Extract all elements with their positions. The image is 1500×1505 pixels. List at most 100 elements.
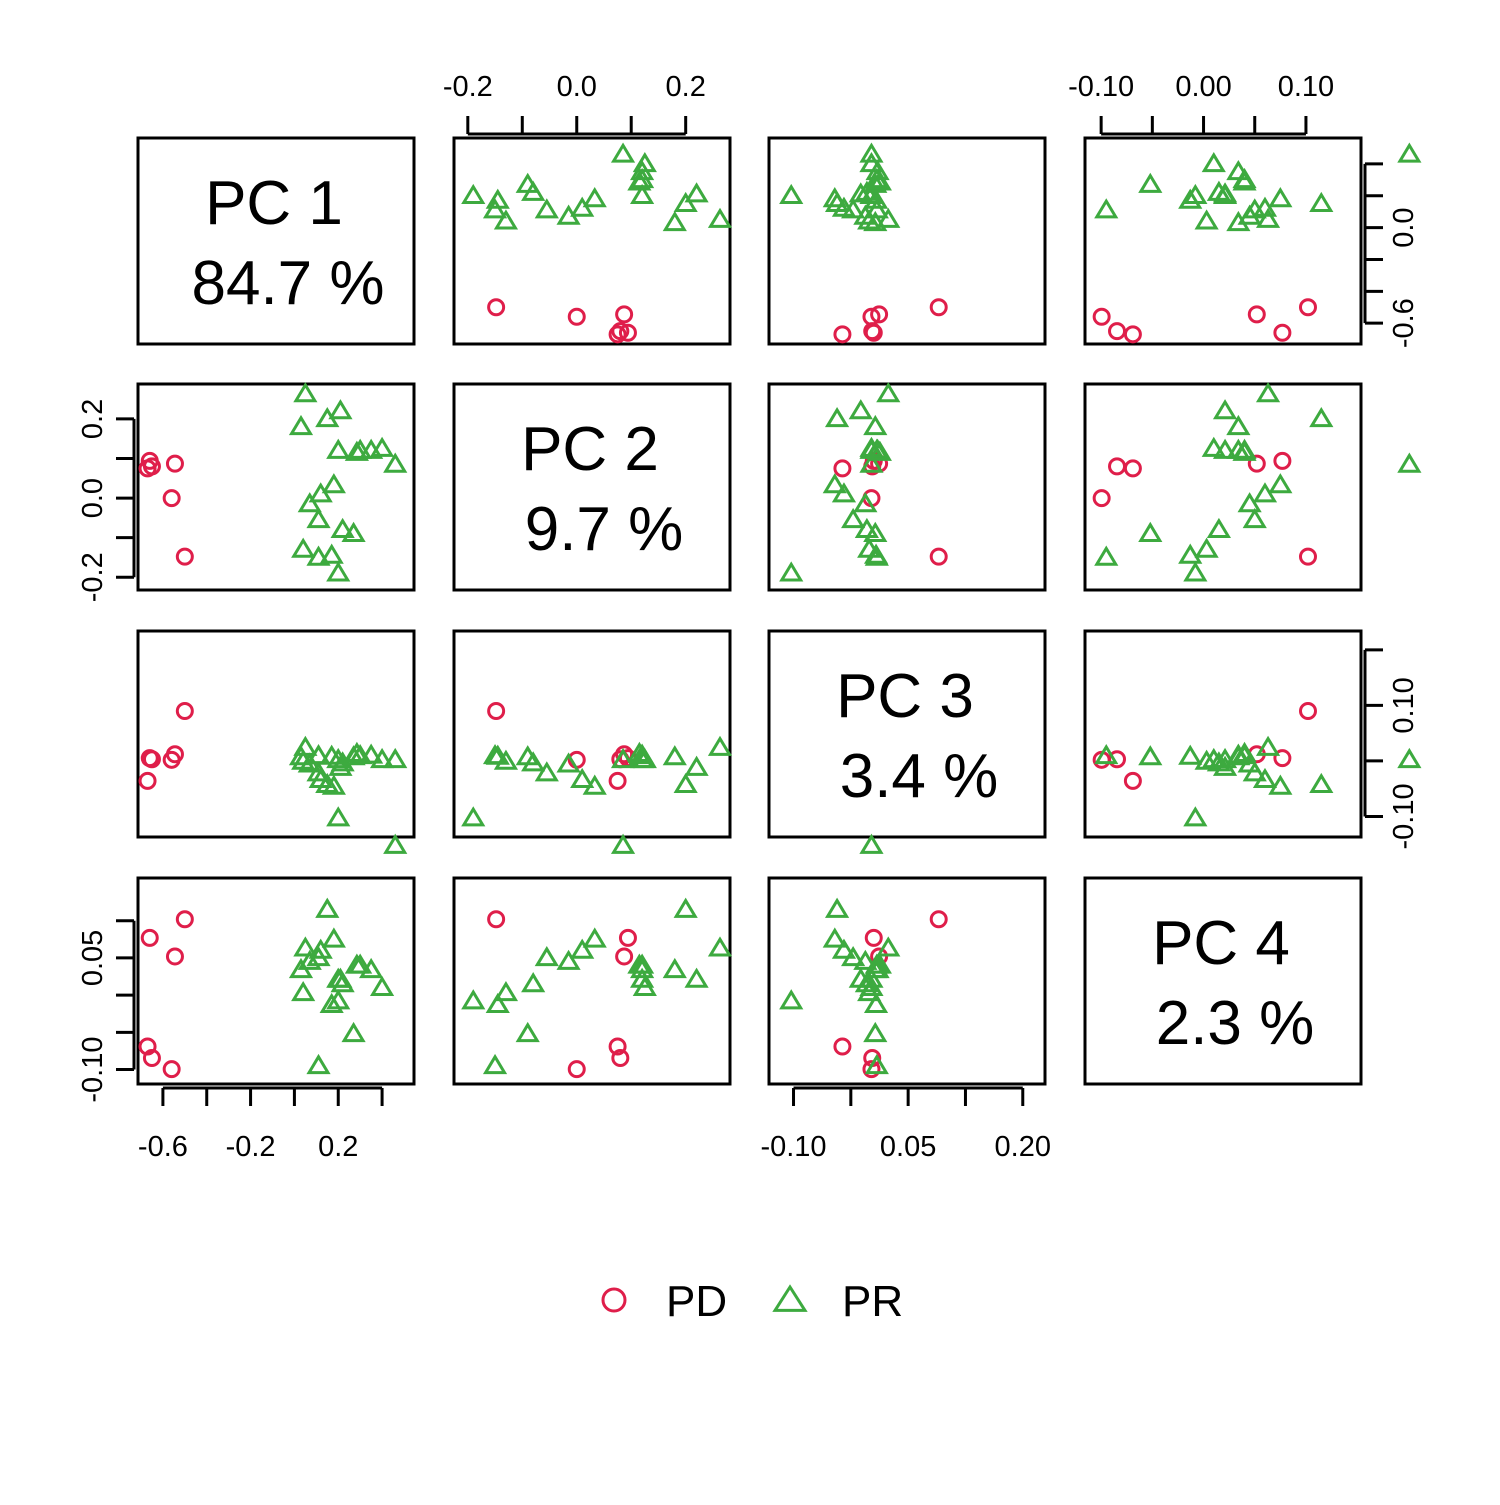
- point-pd: [1108, 750, 1127, 769]
- point-pr: [534, 761, 559, 782]
- point-pr: [315, 897, 340, 918]
- point-pd: [1108, 457, 1127, 476]
- point-pd: [862, 1060, 881, 1079]
- panel-frame: [767, 876, 1047, 1086]
- top-x-axis-2: -0.2 0.0 0.2: [443, 71, 706, 136]
- panel-frame: [767, 629, 1047, 839]
- point-pr: [308, 938, 333, 959]
- point-pr: [627, 170, 652, 191]
- point-pr: [1212, 755, 1238, 776]
- point-pr: [328, 755, 353, 776]
- point-pr: [863, 414, 888, 436]
- point-pr: [485, 992, 510, 1014]
- point-pr: [822, 187, 847, 208]
- point-pr: [297, 492, 322, 513]
- point-pr: [673, 772, 698, 794]
- point-pr: [1242, 761, 1267, 782]
- point-pd: [142, 457, 161, 476]
- point-pd: [487, 701, 506, 720]
- point-pr: [1232, 170, 1257, 191]
- point-pd: [611, 1049, 630, 1068]
- point-pd: [1092, 489, 1111, 508]
- point-pr: [779, 183, 804, 205]
- point-pd: [1108, 322, 1127, 341]
- point-pr: [859, 833, 884, 854]
- panel-frame: [136, 136, 416, 346]
- point-pr: [326, 806, 351, 827]
- point-pd: [863, 322, 882, 341]
- point-pr: [848, 182, 873, 203]
- point-pr: [707, 207, 733, 228]
- point-pr: [684, 755, 709, 776]
- point-pr: [485, 188, 510, 209]
- point-pr: [369, 436, 395, 457]
- point-pd: [1247, 454, 1266, 473]
- x-tick-label: -0.10: [760, 1131, 826, 1163]
- point-pd: [1273, 749, 1292, 768]
- point-pr: [857, 209, 882, 230]
- point-pd: [929, 910, 948, 929]
- panel-frame: [1083, 876, 1363, 1086]
- point-pd: [1298, 701, 1317, 720]
- point-pr: [876, 382, 901, 403]
- point-pd: [1247, 305, 1266, 324]
- point-pr: [534, 198, 559, 219]
- x-tick-label: 0.0: [557, 71, 597, 103]
- point-pd: [1123, 771, 1142, 790]
- point-pd: [870, 305, 889, 324]
- point-pd: [487, 910, 506, 929]
- point-pr: [859, 152, 884, 173]
- y-tick-label: 0.10: [1388, 677, 1420, 733]
- point-pr: [515, 1021, 540, 1043]
- point-pr: [556, 949, 581, 970]
- scatter-panel-1-2: [452, 136, 733, 346]
- point-pr: [1178, 188, 1203, 209]
- point-pr: [326, 989, 351, 1010]
- scatter-panel-4-1: [136, 833, 416, 1086]
- diagonal-panel-3: PC 3 3.4 %: [767, 629, 1047, 839]
- point-pr: [1178, 543, 1203, 564]
- point-pr: [662, 210, 687, 232]
- point-pr: [369, 747, 395, 769]
- point-pr: [863, 957, 888, 979]
- x-tick-label: 0.05: [880, 1131, 936, 1163]
- panel-frame: [452, 136, 732, 346]
- point-pr: [1183, 183, 1208, 205]
- point-pr: [344, 953, 369, 974]
- point-pd: [1273, 323, 1292, 342]
- point-pd: [162, 750, 181, 769]
- point-pd: [608, 325, 627, 344]
- point-pd: [1123, 325, 1142, 344]
- point-pr: [684, 967, 709, 988]
- point-pr: [831, 938, 857, 959]
- point-pr: [1194, 209, 1219, 230]
- point-pr: [319, 992, 344, 1014]
- point-pr: [330, 517, 355, 538]
- y-tick-label: 0.2: [77, 399, 109, 439]
- bottom-x-axis-3: -0.10 0.05 0.20: [760, 1086, 1051, 1163]
- point-pr: [341, 521, 366, 542]
- point-pd: [165, 454, 184, 473]
- point-pr: [1255, 735, 1281, 756]
- point-pr: [1206, 517, 1232, 538]
- point-pr: [1252, 767, 1278, 789]
- point-pd: [142, 1049, 161, 1068]
- scatter-panel-3-1: [136, 629, 416, 839]
- left-y-axis-4: -0.10 0.05: [77, 919, 136, 1103]
- point-pr: [306, 744, 331, 765]
- component-label: PC 3: [836, 662, 974, 731]
- panel-frame: [1083, 136, 1363, 346]
- point-pr: [863, 992, 889, 1014]
- panel-frame: [136, 382, 416, 592]
- point-pd: [487, 298, 506, 317]
- point-pr: [534, 946, 559, 967]
- point-pr: [1242, 507, 1267, 529]
- point-pd: [929, 298, 948, 317]
- point-pr: [1397, 747, 1422, 769]
- variance-label: 84.7 %: [191, 249, 384, 318]
- point-pr: [876, 936, 901, 957]
- point-pr: [1212, 182, 1238, 203]
- point-pr: [1094, 744, 1119, 765]
- panel-frame: [1083, 382, 1363, 592]
